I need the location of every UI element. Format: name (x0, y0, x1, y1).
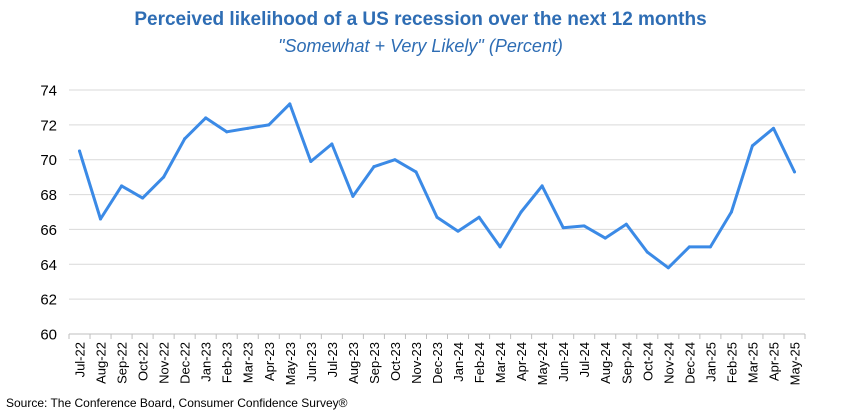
data-point (246, 126, 250, 130)
series-line (78, 102, 796, 270)
data-point (687, 245, 691, 249)
data-point (603, 236, 607, 240)
data-point (666, 266, 670, 270)
data-point (288, 102, 292, 106)
y-tick-label: 64 (40, 257, 57, 274)
data-point (330, 142, 334, 146)
chart-subtitle: "Somewhat + Very Likely" (Percent) (278, 36, 563, 56)
data-point (141, 196, 145, 200)
y-axis-ticks: 60 62 64 66 68 70 72 74 (40, 83, 57, 344)
data-point (519, 210, 523, 214)
x-tick-label: Oct-24 (640, 342, 655, 381)
data-point (183, 137, 187, 141)
data-point (267, 123, 271, 127)
y-tick-label: 66 (40, 222, 57, 239)
data-point (393, 158, 397, 162)
y-tick-label: 70 (40, 152, 57, 169)
data-point (309, 159, 313, 163)
x-tick-label: Apr-23 (262, 342, 277, 381)
data-point (477, 215, 481, 219)
data-point (582, 224, 586, 228)
x-tick-label: Aug-22 (94, 342, 109, 384)
data-point (792, 170, 796, 174)
data-point (204, 116, 208, 120)
x-tick-label: Aug-24 (598, 342, 613, 384)
x-tick-label: Sep-24 (619, 342, 634, 384)
x-tick-label: Feb-24 (472, 342, 487, 383)
x-tick-label: Jul-22 (73, 342, 88, 377)
data-point (162, 175, 166, 179)
data-point (708, 245, 712, 249)
x-tick-label: May-23 (283, 342, 298, 385)
x-tick-label: Jul-24 (577, 342, 592, 377)
data-point (120, 184, 124, 188)
x-tick-label: Mar-24 (493, 342, 508, 383)
data-point (351, 194, 355, 198)
x-tick-label: Nov-24 (661, 342, 676, 384)
chart-title: Perceived likelihood of a US recession o… (134, 9, 707, 30)
x-tick-label: Jan-24 (451, 342, 466, 382)
data-point (561, 226, 565, 230)
y-tick-label: 74 (40, 83, 57, 100)
x-tick-label: Aug-23 (346, 342, 361, 384)
x-tick-label: Apr-24 (514, 342, 529, 381)
data-point (624, 222, 628, 226)
x-tick-label: Jan-25 (703, 342, 718, 382)
x-tick-label: Dec-23 (430, 342, 445, 384)
x-tick-label: Jun-24 (556, 342, 571, 382)
data-point (498, 245, 502, 249)
x-tick-label: Jul-23 (325, 342, 340, 377)
x-tick-label: Nov-22 (157, 342, 172, 384)
data-point (645, 250, 649, 254)
x-tick-label: Jun-23 (304, 342, 319, 382)
data-point (750, 144, 754, 148)
x-tick-label: Mar-23 (241, 342, 256, 383)
data-point (771, 126, 775, 130)
gridlines (69, 89, 805, 335)
x-tick-label: Oct-23 (388, 342, 403, 381)
data-point (414, 170, 418, 174)
x-tick-label: Apr-25 (766, 342, 781, 381)
data-point (729, 210, 733, 214)
x-tick-label: Feb-23 (220, 342, 235, 383)
series-layer (78, 102, 796, 270)
x-tick-label: Nov-23 (409, 342, 424, 384)
x-tick-label: Dec-24 (682, 342, 697, 384)
data-point (372, 165, 376, 169)
data-point (456, 229, 460, 233)
source-note: Source: The Conference Board, Consumer C… (6, 396, 348, 410)
data-point (435, 215, 439, 219)
y-tick-label: 68 (40, 187, 57, 204)
data-point (540, 184, 544, 188)
x-tick-label: May-24 (535, 342, 550, 385)
x-tick-label: Mar-25 (745, 342, 760, 383)
x-tick-label: Sep-23 (367, 342, 382, 384)
y-tick-label: 60 (40, 327, 57, 344)
x-tick-label: Oct-22 (136, 342, 151, 381)
data-point (78, 149, 82, 153)
x-tick-label: Dec-22 (178, 342, 193, 384)
data-point (225, 130, 229, 134)
x-tick-label: Jan-23 (199, 342, 214, 382)
y-tick-label: 62 (40, 292, 57, 309)
y-tick-label: 72 (40, 117, 57, 134)
data-point (99, 217, 103, 221)
x-axis-ticks: Jul-22 Aug-22 Sep-22 Oct-22 Nov-22 Dec-22 Jan-… (68, 334, 806, 385)
x-tick-label: May-25 (787, 342, 802, 385)
x-tick-label: Feb-25 (724, 342, 739, 383)
x-tick-label: Sep-22 (115, 342, 130, 384)
